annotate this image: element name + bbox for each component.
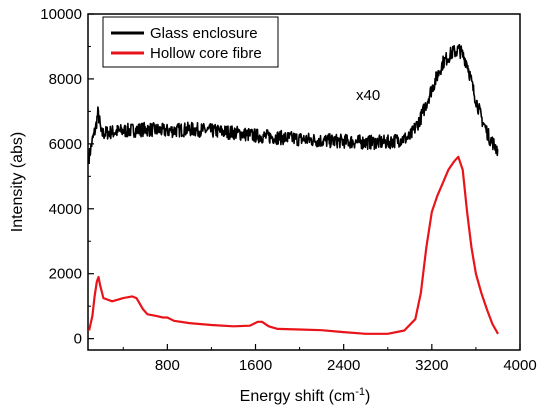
- y-axis-title: Intensity (abs): [9, 132, 26, 232]
- x-axis-title: Energy shift (cm-1): [240, 386, 371, 405]
- y-tick-label: 10000: [40, 6, 82, 23]
- x-tick-label: 800: [155, 357, 180, 374]
- y-tick-label: 0: [74, 331, 82, 348]
- series-layer: [88, 43, 499, 335]
- x-axis-title-superscript: -1: [355, 386, 365, 398]
- x-tick-label: 2400: [327, 357, 360, 374]
- series-line-glass-enclosure: [88, 43, 499, 165]
- y-tick-label: 2000: [49, 266, 82, 283]
- legend-box: [102, 16, 279, 68]
- y-tick-label: 4000: [49, 201, 82, 218]
- legend-label-glass-enclosure: Glass enclosure: [150, 25, 258, 42]
- annotation-x40: x40: [356, 87, 380, 104]
- x-tick-label: 3200: [415, 357, 448, 374]
- ticks-layer: 800 1600 2400 3200 4000 0 2000 4000 6000 8000 1000…: [40, 6, 536, 374]
- plot-frame: [87, 13, 521, 351]
- x-tick-label: 1600: [239, 357, 272, 374]
- y-tick-label: 8000: [49, 71, 82, 88]
- legend: Glass enclosure Hollow core fibre: [102, 16, 279, 68]
- series-line-hollow-core-fibre: [88, 155, 499, 335]
- legend-label-hollow-core-fibre: Hollow core fibre: [150, 45, 262, 62]
- x-tick-label: 4000: [503, 357, 536, 374]
- y-tick-label: 6000: [49, 136, 82, 153]
